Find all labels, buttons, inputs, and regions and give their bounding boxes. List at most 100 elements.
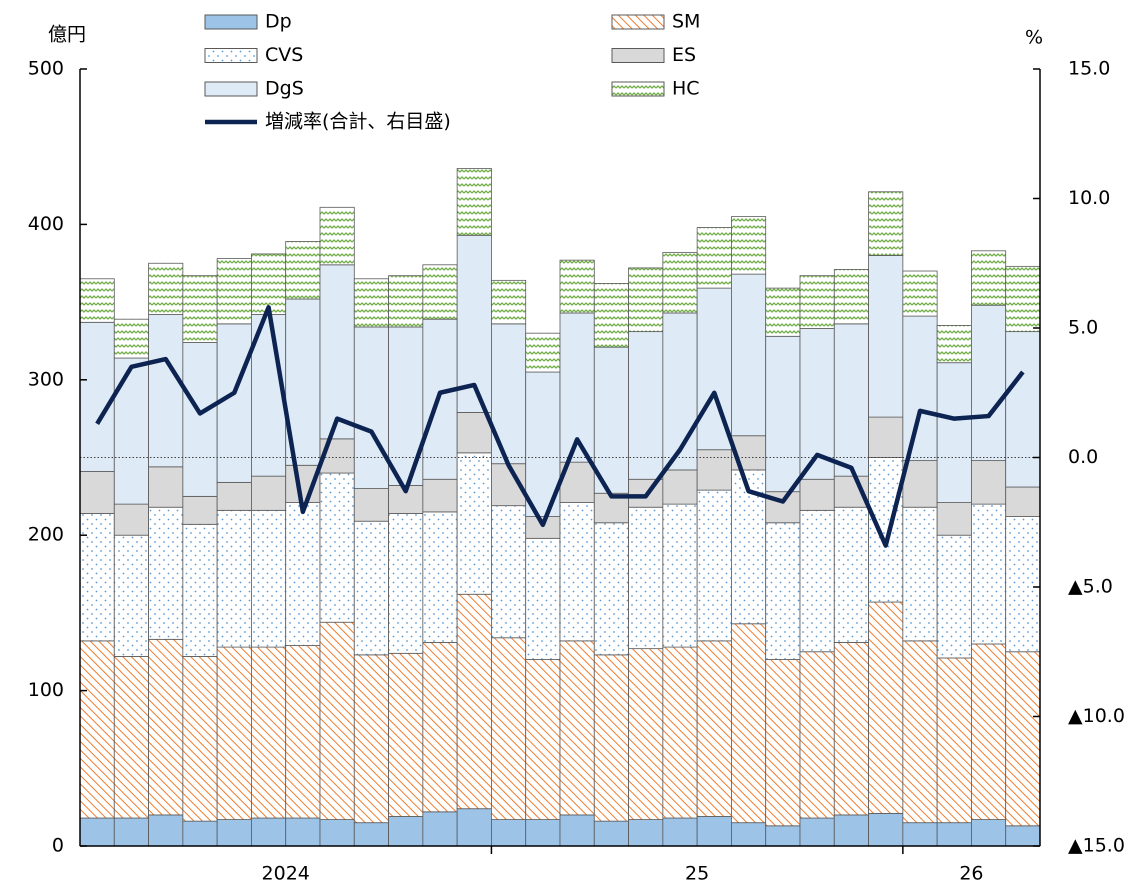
legend-label: DgS <box>265 78 304 100</box>
legend-swatch <box>204 48 258 63</box>
bar-segment <box>662 646 698 819</box>
bar-segment <box>113 357 149 505</box>
bar-segment <box>182 275 218 343</box>
x-tick-label: 2024 <box>262 863 310 885</box>
bar-segment <box>628 648 664 820</box>
bar-segment <box>182 656 218 822</box>
bar-segment <box>662 251 698 314</box>
y-tick-label: 200 <box>28 524 64 546</box>
bar-segment <box>765 825 801 847</box>
bar-segment <box>696 640 732 817</box>
bar-segment <box>319 621 355 820</box>
bar-segment <box>113 534 149 657</box>
bar-segment <box>216 509 252 648</box>
bar-segment <box>113 318 149 359</box>
bar-segment <box>799 478 835 511</box>
bar-segment <box>799 817 835 847</box>
bar-segment <box>285 817 321 847</box>
y2-tick-label: ▲10.0 <box>1068 705 1125 727</box>
bar-segment <box>79 640 115 819</box>
bar-segment <box>182 495 218 525</box>
bar-segment <box>388 816 424 847</box>
bar-segment <box>868 457 904 603</box>
line-series <box>95 305 1025 548</box>
bar-segment <box>662 503 698 648</box>
bar-segment <box>353 326 389 489</box>
bar-segment <box>285 241 321 300</box>
bar-segment <box>182 342 218 497</box>
bar-segment <box>319 819 355 847</box>
legend-label: SM <box>672 11 700 33</box>
bar-segment <box>902 270 938 317</box>
y2-tick-label: 5.0 <box>1068 317 1098 339</box>
bar-segment <box>593 522 629 656</box>
bar-segment <box>422 511 458 643</box>
bar-segment <box>216 323 252 483</box>
bar-segment <box>422 264 458 320</box>
bar-segment <box>79 278 115 323</box>
bar-segment <box>525 659 561 820</box>
bar-segment <box>216 258 252 325</box>
bar-segment <box>1005 651 1041 827</box>
bar-segment <box>353 520 389 656</box>
bar-segment <box>628 331 664 480</box>
bar-segment <box>833 269 869 325</box>
bar-segment <box>833 814 869 847</box>
bar-segment <box>251 509 287 648</box>
bar-segment <box>216 481 252 511</box>
bar-segment <box>251 646 287 819</box>
bar-segment <box>353 822 389 847</box>
bar-segment <box>319 206 355 266</box>
bar-segment <box>559 502 595 642</box>
bar-segment <box>353 488 389 522</box>
bar-segment <box>696 227 732 289</box>
bar-segment <box>491 637 527 820</box>
y-tick-label: 0 <box>52 835 64 857</box>
bar-segment <box>559 814 595 847</box>
legend-label: ES <box>672 44 696 66</box>
bar-segment <box>833 323 869 477</box>
bar-segment <box>765 659 801 827</box>
bar-segment <box>525 819 561 847</box>
bar-segment <box>491 819 527 847</box>
bar-segment <box>833 506 869 643</box>
bar-segment <box>765 287 801 337</box>
bar-segment <box>491 505 527 639</box>
bar-segment <box>868 812 904 847</box>
bar-segment <box>662 312 698 471</box>
bar-segment <box>388 513 424 654</box>
legend-swatch <box>611 81 665 97</box>
bar-segment <box>216 819 252 847</box>
bar-segment <box>902 315 938 462</box>
bar-segment <box>936 822 972 847</box>
bar-segment <box>765 522 801 660</box>
bar-segment <box>422 478 458 513</box>
bar-segment <box>182 820 218 847</box>
bar-segment <box>799 275 835 329</box>
bar-segment <box>1005 516 1041 653</box>
bar-segment <box>799 651 835 819</box>
x-tick-label: 25 <box>685 863 709 885</box>
bar-segment <box>593 346 629 494</box>
legend-swatch <box>204 14 258 30</box>
y2-tick-label: 15.0 <box>1068 58 1110 80</box>
bar-segment <box>79 513 115 642</box>
bar-segment <box>936 657 972 824</box>
bar-segment <box>182 523 218 657</box>
y-tick-label: 300 <box>28 368 64 390</box>
bar-segment <box>79 471 115 514</box>
bar-segment <box>936 362 972 503</box>
bar-segment <box>936 534 972 659</box>
bar-segment <box>765 335 801 493</box>
bar-segment <box>902 506 938 642</box>
bar-segment <box>799 509 835 653</box>
bar-segment <box>731 216 767 275</box>
bar-segment <box>696 816 732 847</box>
bar-segment <box>628 506 664 650</box>
bar-segment <box>79 817 115 847</box>
bar-segment <box>319 472 355 623</box>
bar-segment <box>662 817 698 847</box>
bar-segment <box>833 642 869 816</box>
bar-segment <box>148 506 184 640</box>
bar-segment <box>319 264 355 440</box>
